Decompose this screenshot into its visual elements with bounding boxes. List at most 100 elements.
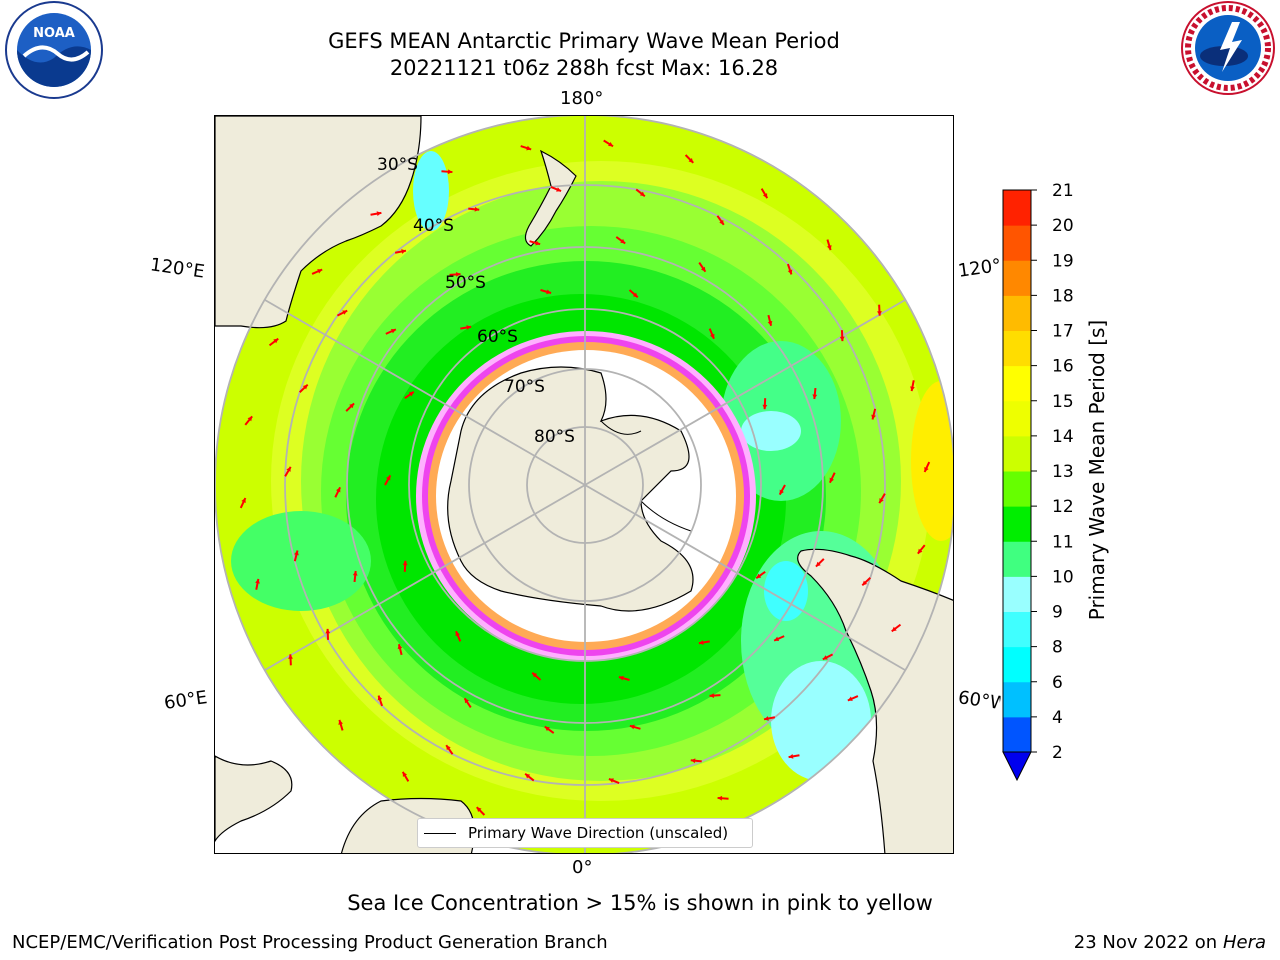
colorbar-label: Primary Wave Mean Period [s]: [1085, 319, 1109, 621]
wave-arrow-head: [710, 333, 715, 339]
lon-label-0: 0°: [572, 857, 593, 878]
lat-label-70s: 70°S: [504, 377, 545, 397]
colorbar-tick-label: 14: [1052, 427, 1074, 447]
national-weather-service-logo-icon: [1181, 1, 1275, 95]
colorbar-tick-label: 15: [1052, 392, 1074, 412]
legend-line-icon: [424, 833, 456, 834]
wave-arrow-head: [476, 807, 482, 812]
wave-arrow-head: [779, 489, 784, 495]
wave-arrow-head: [847, 696, 853, 701]
lon-label-120e: 120°E: [148, 254, 206, 283]
wave-arrow-head: [698, 640, 704, 645]
wave-arrow-head: [544, 726, 550, 732]
footer-host: Hera: [1222, 932, 1266, 953]
wave-arrow-head: [286, 466, 291, 472]
wave-arrow-head: [273, 338, 279, 344]
wave-arrow-head: [829, 477, 834, 483]
wave-arrow-head: [815, 561, 821, 567]
wave-arrow-head: [255, 578, 260, 584]
colorbar-tick-label: 13: [1052, 462, 1074, 482]
wave-arrow-head: [620, 238, 626, 244]
colorbar-tick-label: 18: [1052, 286, 1074, 306]
wave-arrow-head: [401, 249, 406, 254]
wave-arrow-head: [342, 310, 348, 315]
colorbar-tick-label: 17: [1052, 322, 1074, 342]
antarctica-land: [447, 366, 694, 612]
wave-arrow-head: [767, 320, 773, 326]
colorbar-segment: [1003, 330, 1031, 367]
wave-arrow-head: [556, 187, 562, 192]
wave-arrow-head: [690, 758, 696, 764]
polar-map: 30°S 40°S 50°S 60°S 70°S 80°S: [215, 116, 953, 853]
wave-arrow-head: [455, 631, 460, 637]
colorbar-segment: [1003, 576, 1031, 612]
colorbar-segment: [1003, 541, 1031, 577]
wave-arrow-head: [377, 695, 383, 701]
wave-arrow-head: [288, 654, 293, 659]
wave-arrow-head: [464, 698, 470, 704]
wave-arrow-head: [822, 655, 828, 660]
colorbar-tick-label: 10: [1052, 567, 1074, 587]
colorbar: 2 4 6 8 9 10 11 12 13 14 15 16 17 18 19 20 21: [1002, 181, 1074, 782]
wave-arrow-head: [608, 778, 614, 783]
wave-arrow-head: [302, 384, 308, 390]
map-frame: 30°S 40°S 50°S 60°S 70°S 80°S Primary Wa…: [214, 115, 954, 854]
colorbar-tick-label: 16: [1052, 357, 1074, 377]
wave-arrow-head: [891, 626, 897, 632]
wave-arrow-head: [352, 570, 358, 576]
new-zealand-land: [524, 149, 577, 247]
wave-arrow-head: [402, 771, 408, 777]
wave-arrow-head: [917, 548, 923, 554]
colorbar-tick-label: 8: [1052, 638, 1063, 658]
wave-arrow-head: [871, 414, 876, 420]
lat-label-80s: 80°S: [534, 427, 575, 447]
wave-arrow-head: [862, 580, 868, 586]
colorbar-tick-label: 12: [1052, 497, 1074, 517]
wave-arrow-head: [788, 754, 794, 759]
graticule: [215, 116, 953, 853]
legend-label: Primary Wave Direction (unscaled): [468, 824, 729, 842]
wave-arrow-head: [764, 716, 769, 721]
wave-arrow-head: [241, 497, 246, 503]
wave-arrow-head: [386, 475, 391, 481]
colorbar-segment: [1003, 471, 1031, 507]
colorbar-under-arrow: [1002, 751, 1032, 782]
wave-arrow-head: [455, 272, 461, 277]
wave-arrow-head: [408, 391, 414, 397]
colorbar-segment: [1003, 400, 1031, 437]
wave-arrow-head: [535, 240, 541, 246]
wave-arrow-head: [839, 336, 845, 342]
colorbar-segment: [1003, 506, 1031, 542]
colorbar-tick-label: 4: [1052, 708, 1063, 728]
colorbar-segment: [1003, 435, 1031, 472]
wave-arrow-head: [709, 693, 715, 698]
wave-arrow-head: [338, 719, 343, 725]
wave-arrow-head: [317, 269, 323, 274]
wave-arrow-head: [787, 269, 793, 275]
noaa-logo-text: NOAA: [33, 26, 75, 41]
wave-arrow-head: [390, 328, 396, 334]
wave-arrow-head: [632, 292, 638, 298]
wave-arrow-head: [247, 416, 253, 422]
footer-credit: NCEP/EMC/Verification Post Processing Pr…: [12, 932, 608, 953]
wave-arrow-head: [526, 145, 532, 151]
colorbar-segment: [1003, 646, 1031, 683]
wave-arrow-head: [446, 745, 451, 751]
wave-arrow-head: [762, 193, 768, 199]
wave-arrow-head: [877, 311, 882, 316]
colorbar-segment: [1003, 365, 1031, 402]
wave-arrow-head: [474, 206, 480, 212]
colorbar-segment: [1003, 295, 1031, 331]
chart-title: GEFS MEAN Antarctic Primary Wave Mean Pe…: [328, 29, 840, 53]
wave-arrow-head: [294, 550, 299, 556]
colorbar-segment: [1003, 611, 1031, 648]
colorbar-segment: [1003, 681, 1031, 718]
wave-arrow-head: [774, 636, 780, 642]
wave-arrow-head: [349, 403, 355, 409]
colorbar-tick-label: 21: [1052, 181, 1074, 201]
wave-arrow-head: [402, 560, 408, 566]
wave-arrow-head: [466, 325, 472, 330]
wave-arrow-head: [756, 573, 762, 579]
colorbar-tick-label: 6: [1052, 673, 1063, 693]
wave-arrow-head: [608, 141, 614, 147]
